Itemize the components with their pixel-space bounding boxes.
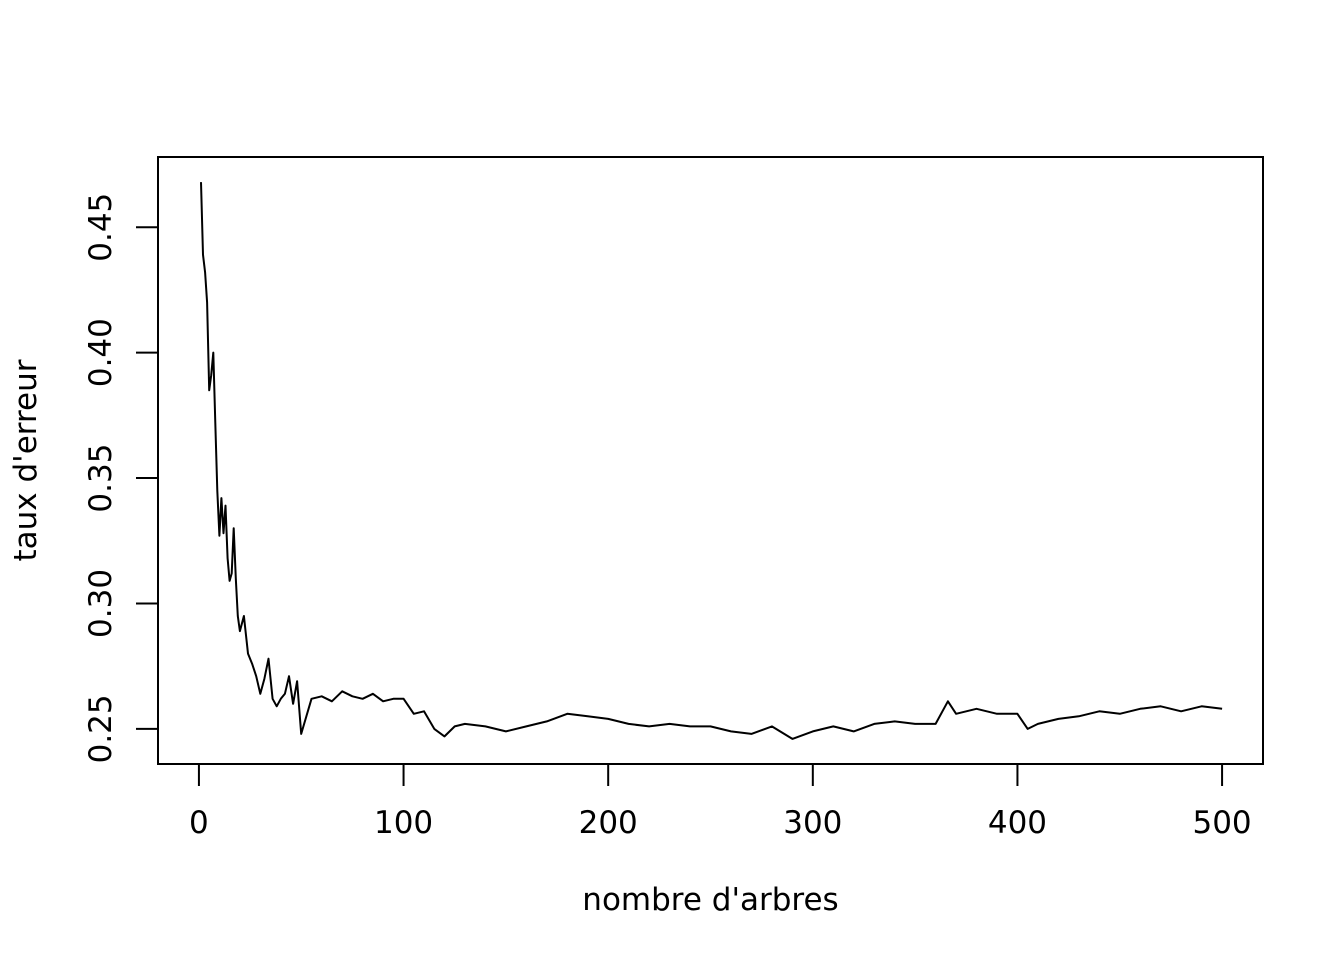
y-tick-label: 0.25 — [83, 694, 119, 763]
plot-frame — [157, 156, 1264, 765]
y-tick-label: 0.40 — [83, 318, 119, 387]
x-tick-label: 500 — [1192, 805, 1251, 841]
y-tick-label: 0.45 — [83, 193, 119, 262]
x-axis-label: nombre d'arbres — [582, 882, 838, 918]
x-tick-label: 300 — [783, 805, 842, 841]
y-axis-label: taux d'erreur — [8, 359, 44, 561]
x-tick-label: 0 — [189, 805, 209, 841]
x-tick-label: 200 — [579, 805, 638, 841]
plot-layer — [200, 182, 1223, 740]
x-tick-label: 400 — [988, 805, 1047, 841]
y-tick-label: 0.30 — [83, 569, 119, 638]
y-tick-label: 0.35 — [83, 444, 119, 513]
x-tick-label: 100 — [374, 805, 433, 841]
axis-layer: 0 100 200 300 400 500 0.25 0.30 0.35 0.40 0.45 — [83, 193, 1252, 841]
series-line-0 — [200, 182, 1223, 740]
